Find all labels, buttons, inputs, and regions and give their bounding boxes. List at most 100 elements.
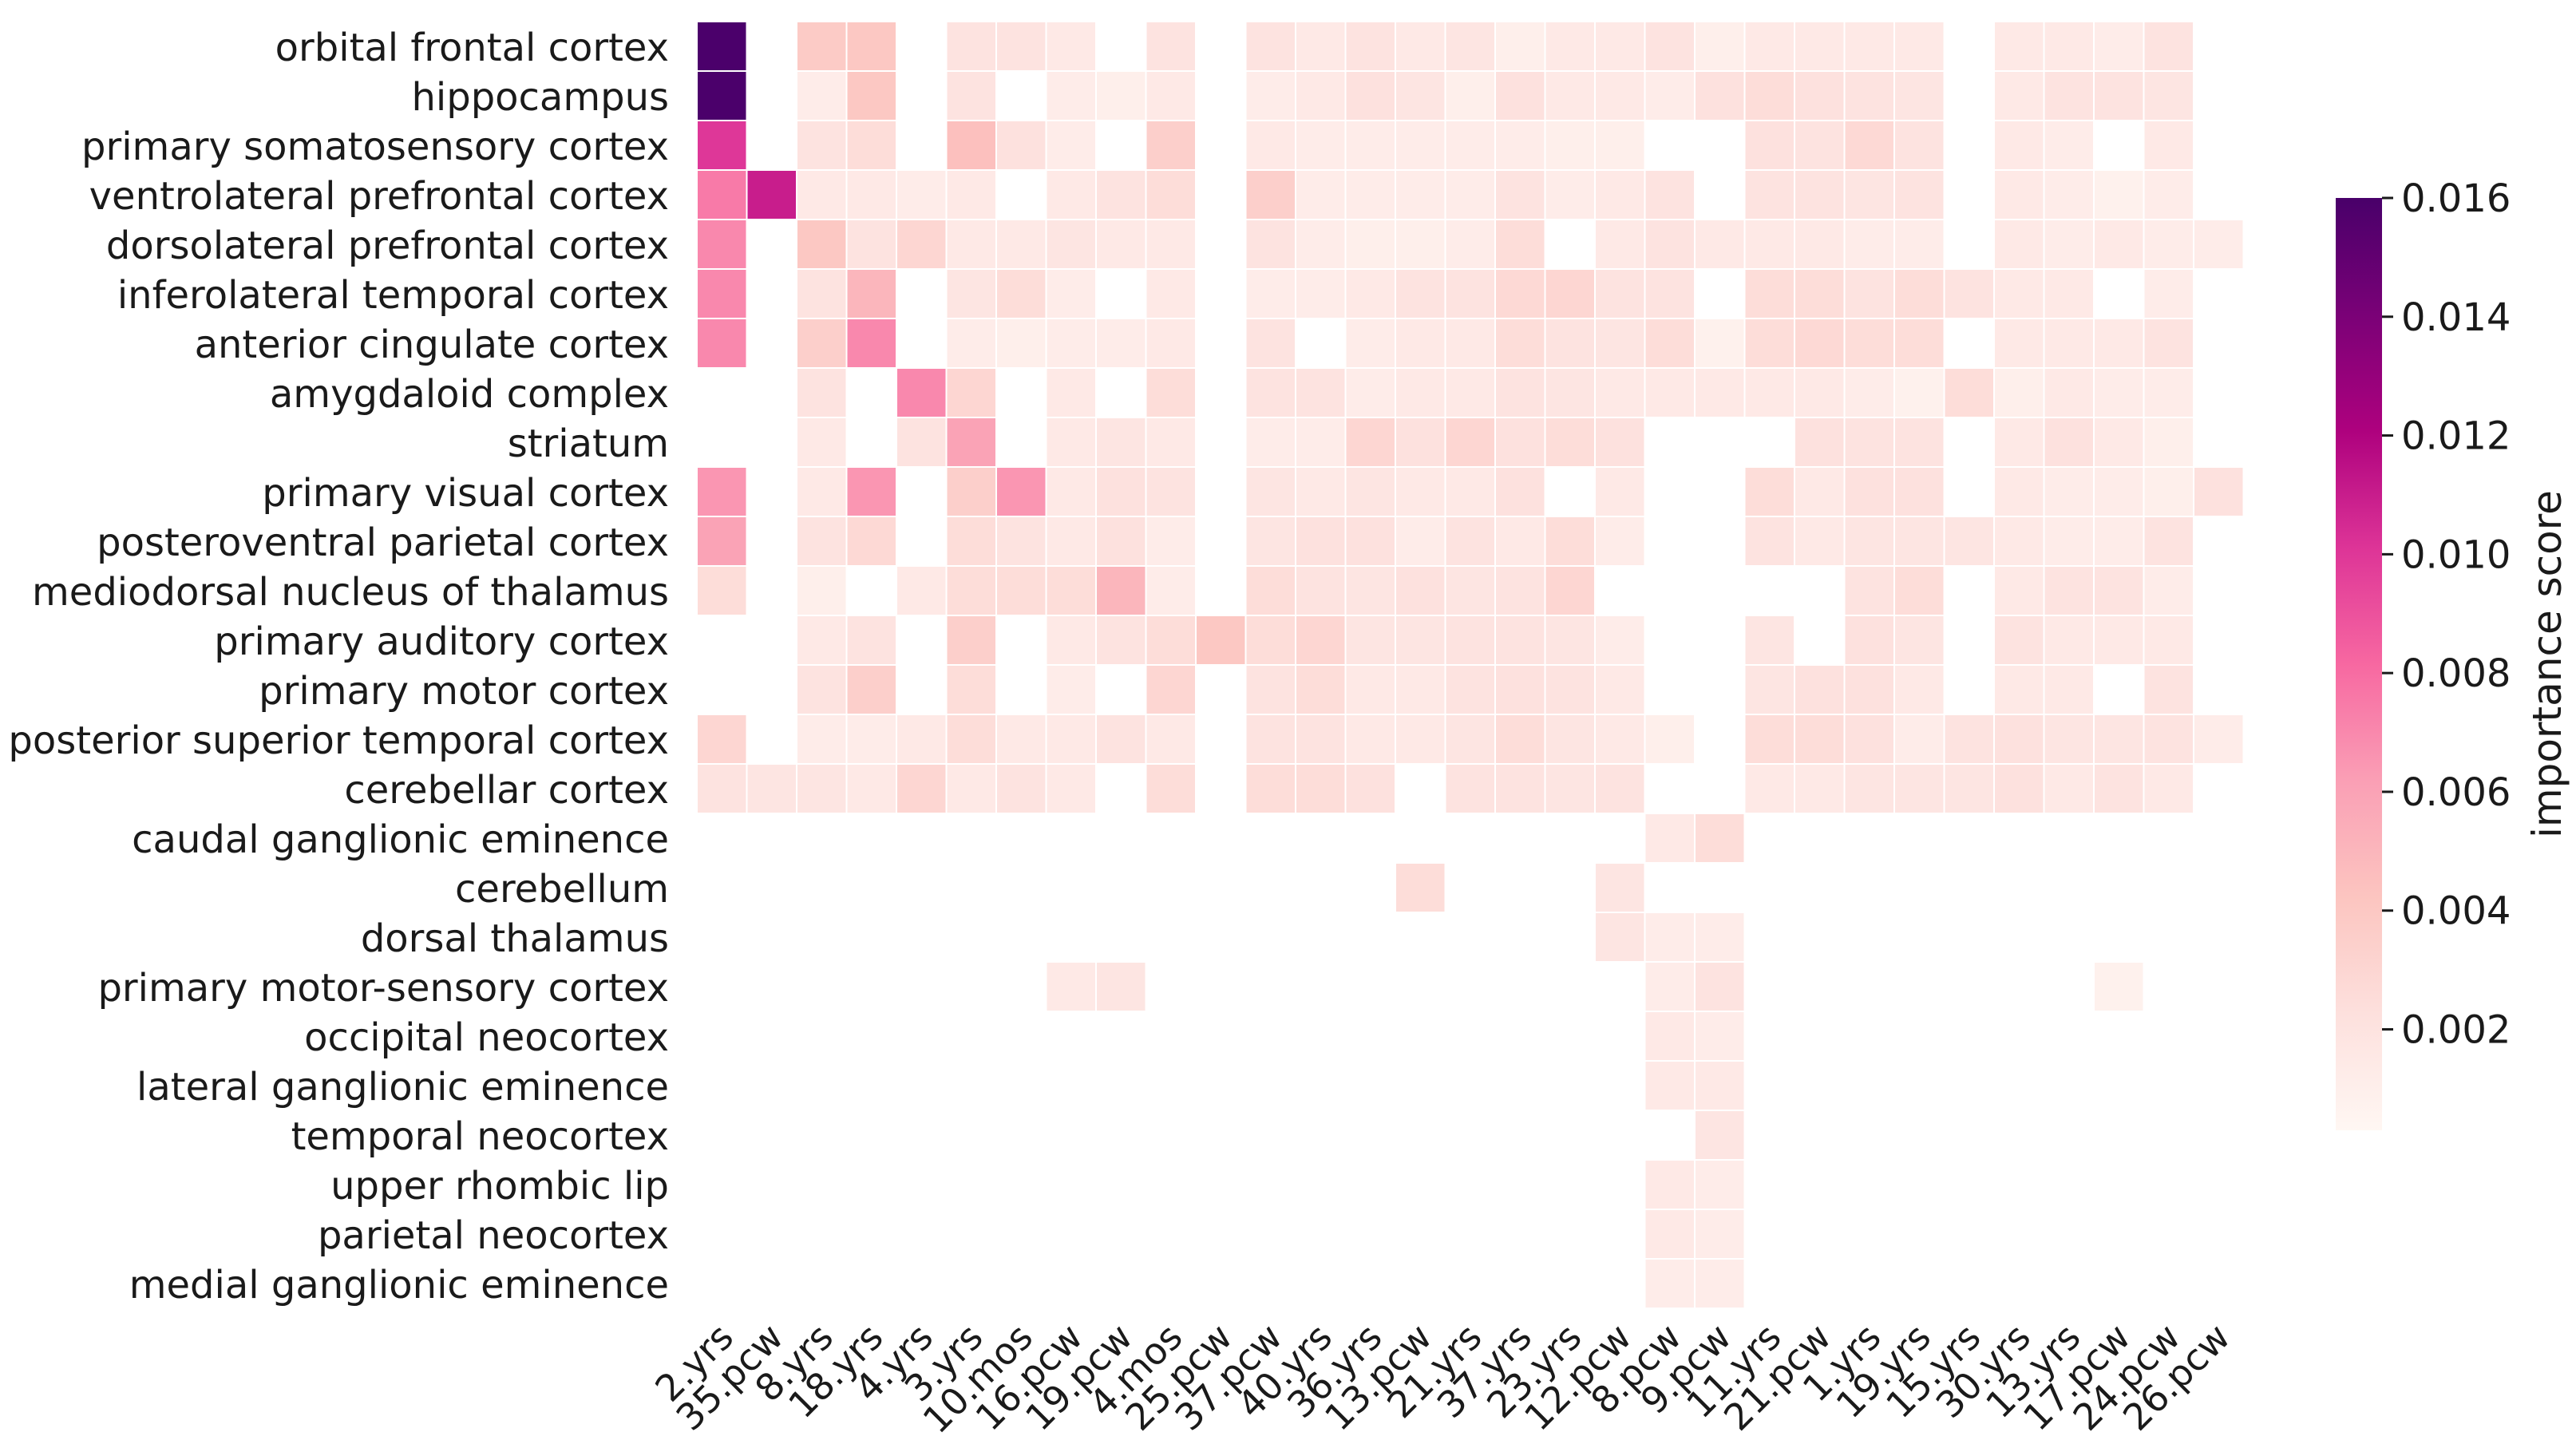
colorbar-tick-label: 0.014 bbox=[2401, 295, 2511, 340]
heatmap-cell bbox=[1296, 715, 1345, 763]
heatmap-cell bbox=[1346, 121, 1395, 169]
heatmap-cell bbox=[1596, 666, 1644, 714]
heatmap-cell bbox=[1745, 666, 1794, 714]
heatmap-cell bbox=[1845, 319, 1893, 367]
heatmap-cell bbox=[847, 171, 896, 219]
row-label: mediodorsal nucleus of thalamus bbox=[32, 570, 669, 615]
heatmap-cell bbox=[1097, 517, 1146, 565]
heatmap-cell bbox=[1845, 270, 1893, 318]
heatmap-cell bbox=[2044, 418, 2093, 466]
heatmap-cell bbox=[2194, 468, 2243, 516]
heatmap-cell bbox=[1396, 72, 1445, 120]
heatmap-cell bbox=[1645, 913, 1694, 961]
heatmap-cell bbox=[997, 765, 1046, 813]
heatmap-cell bbox=[1396, 567, 1445, 615]
row-label: posterior superior temporal cortex bbox=[8, 718, 669, 763]
heatmap-cell bbox=[1446, 715, 1494, 763]
heatmap-cell bbox=[1745, 765, 1794, 813]
heatmap-cell bbox=[1596, 765, 1644, 813]
heatmap-cell bbox=[1496, 616, 1545, 664]
heatmap-cell bbox=[1895, 765, 1944, 813]
heatmap-cell bbox=[1895, 121, 1944, 169]
heatmap-cell bbox=[897, 171, 946, 219]
heatmap-cell bbox=[1146, 715, 1195, 763]
heatmap-cell bbox=[1545, 517, 1594, 565]
heatmap-cell bbox=[847, 715, 896, 763]
heatmap-cell bbox=[1696, 1062, 1744, 1110]
heatmap-cell bbox=[1895, 666, 1944, 714]
heatmap-cell bbox=[997, 319, 1046, 367]
heatmap-cell bbox=[1097, 319, 1146, 367]
heatmap-cell bbox=[1845, 765, 1893, 813]
heatmap-cell bbox=[1545, 270, 1594, 318]
heatmap-cell bbox=[1496, 666, 1545, 714]
heatmap-cell bbox=[1146, 517, 1195, 565]
heatmap-cell bbox=[1246, 765, 1295, 813]
heatmap-cell bbox=[1645, 963, 1694, 1011]
heatmap-cell bbox=[1696, 1210, 1744, 1258]
heatmap-cell bbox=[1596, 468, 1644, 516]
heatmap-cell bbox=[897, 220, 946, 268]
heatmap-cell bbox=[1346, 517, 1395, 565]
heatmap-cell bbox=[1346, 715, 1395, 763]
heatmap-cell bbox=[1795, 22, 1844, 70]
heatmap-cell bbox=[1845, 220, 1893, 268]
heatmap-cell bbox=[1545, 369, 1594, 417]
heatmap-cell bbox=[797, 517, 846, 565]
heatmap-cell bbox=[1246, 616, 1295, 664]
heatmap-cell bbox=[1346, 616, 1395, 664]
heatmap-cell bbox=[1895, 319, 1944, 367]
heatmap-cell bbox=[698, 220, 746, 268]
heatmap-cell bbox=[897, 418, 946, 466]
heatmap-cell bbox=[1596, 616, 1644, 664]
colorbar-tick-label: 0.016 bbox=[2401, 176, 2511, 221]
heatmap-cell bbox=[1047, 765, 1095, 813]
heatmap-cell bbox=[1396, 22, 1445, 70]
heatmap-cell bbox=[1995, 616, 2044, 664]
heatmap-cell bbox=[1845, 517, 1893, 565]
heatmap-cell bbox=[1696, 1161, 1744, 1209]
heatmap-cell bbox=[847, 765, 896, 813]
heatmap-cell bbox=[847, 666, 896, 714]
heatmap-cell bbox=[1995, 270, 2044, 318]
heatmap-cell bbox=[2044, 567, 2093, 615]
heatmap-cell bbox=[1596, 864, 1644, 912]
heatmap-cell bbox=[2095, 715, 2143, 763]
heatmap-cell bbox=[947, 567, 995, 615]
heatmap-cell bbox=[1995, 567, 2044, 615]
heatmap-cell bbox=[797, 171, 846, 219]
heatmap-cell bbox=[1995, 22, 2044, 70]
heatmap-cell bbox=[1745, 220, 1794, 268]
heatmap-cell bbox=[1645, 1161, 1694, 1209]
heatmap-cell bbox=[797, 418, 846, 466]
heatmap-cell bbox=[1895, 171, 1944, 219]
heatmap-cell bbox=[1047, 270, 1095, 318]
row-label: amygdaloid complex bbox=[270, 372, 669, 417]
heatmap-cell bbox=[1346, 468, 1395, 516]
heatmap-cell bbox=[1496, 418, 1545, 466]
heatmap-cell bbox=[1545, 319, 1594, 367]
heatmap-cell bbox=[1396, 864, 1445, 912]
heatmap-cell bbox=[947, 666, 995, 714]
row-labels: orbital frontal cortex hippocampus primary… bbox=[8, 26, 669, 1308]
heatmap-cell bbox=[2144, 765, 2193, 813]
heatmap-cell bbox=[2144, 270, 2193, 318]
colorbar-tick-label: 0.012 bbox=[2401, 414, 2511, 459]
heatmap-cell bbox=[1795, 418, 1844, 466]
heatmap-cell bbox=[2044, 666, 2093, 714]
heatmap-cell bbox=[1795, 765, 1844, 813]
heatmap-cell bbox=[1346, 72, 1395, 120]
heatmap-cell bbox=[847, 72, 896, 120]
heatmap-cell bbox=[1745, 171, 1794, 219]
heatmap-cell bbox=[1496, 270, 1545, 318]
heatmap-cell bbox=[1047, 963, 1095, 1011]
heatmap-cell bbox=[1346, 171, 1395, 219]
heatmap-cell bbox=[698, 171, 746, 219]
heatmap-cell bbox=[2144, 666, 2193, 714]
heatmap-cell bbox=[847, 616, 896, 664]
heatmap-cell bbox=[2044, 765, 2093, 813]
heatmap-cell bbox=[1995, 171, 2044, 219]
heatmap-cell bbox=[1496, 468, 1545, 516]
heatmap-cell bbox=[1047, 567, 1095, 615]
heatmap-cell bbox=[1047, 319, 1095, 367]
